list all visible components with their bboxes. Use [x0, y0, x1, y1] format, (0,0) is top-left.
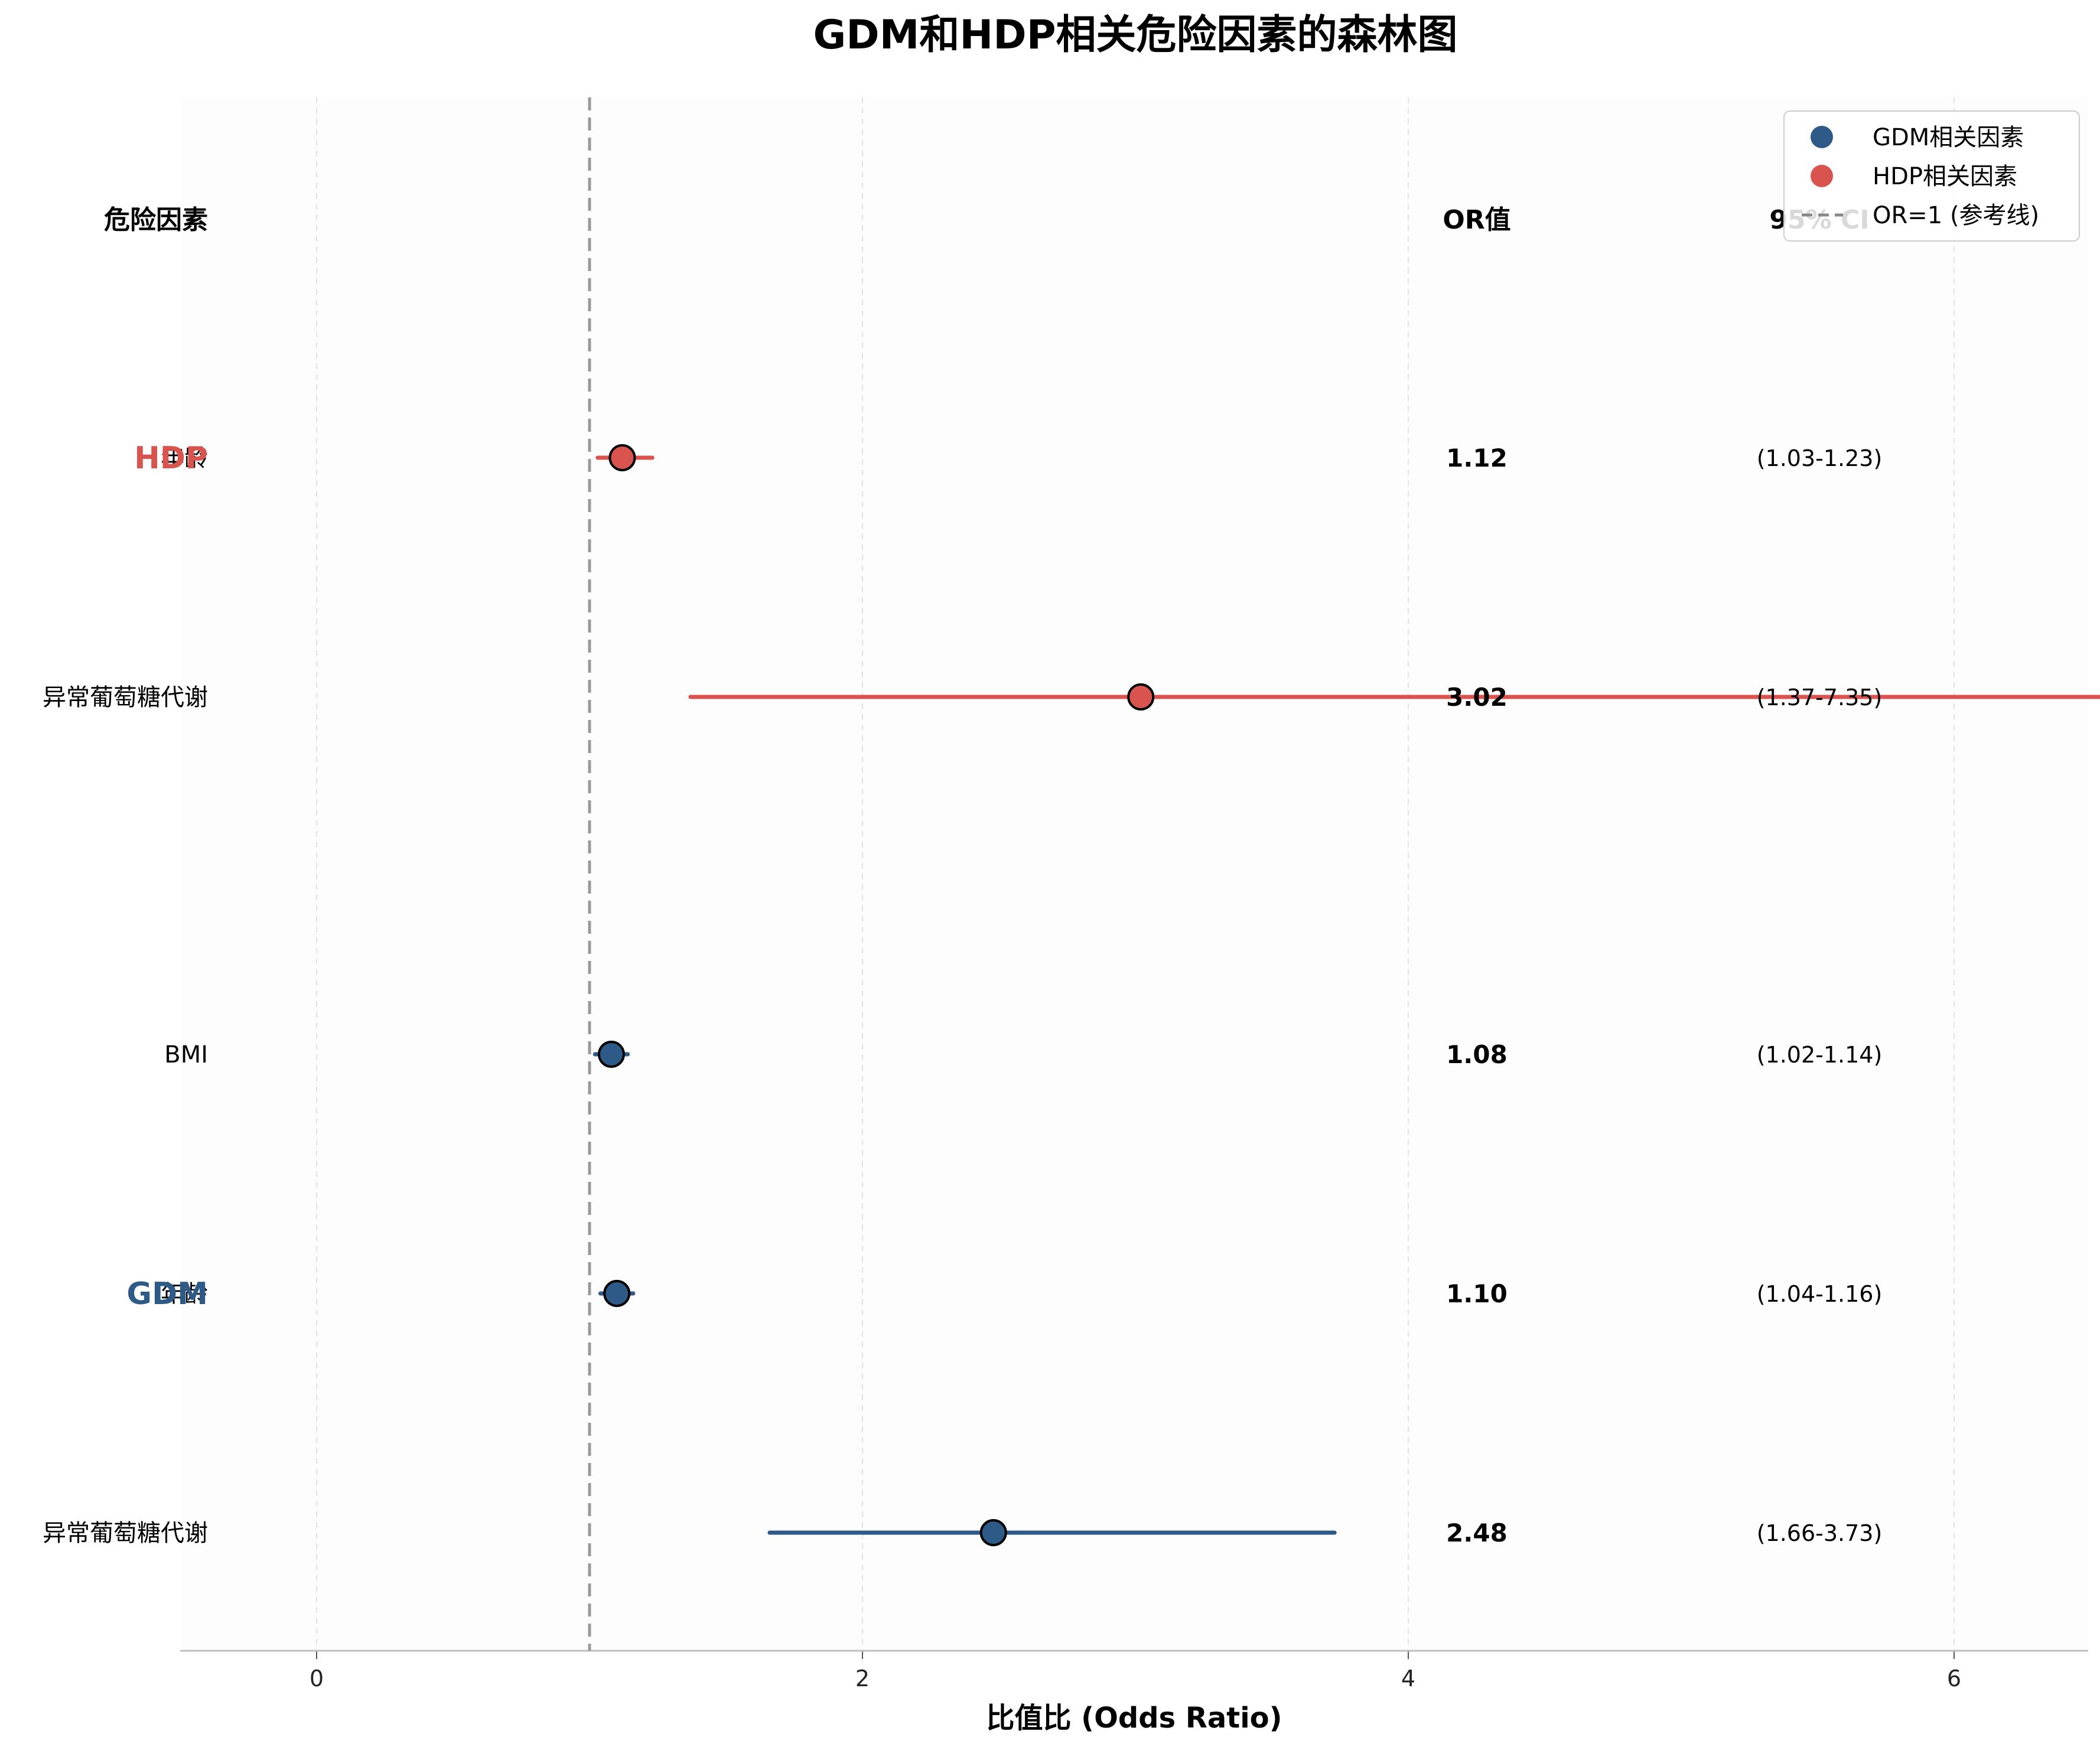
legend-label: OR=1 (参考线) [1873, 202, 2039, 229]
x-tick-label: 0 [310, 1666, 324, 1692]
plot-background [180, 97, 2088, 1651]
group-label: HDP [134, 441, 208, 476]
ci-value-label: (1.37-7.35) [1757, 685, 1883, 711]
x-tick-label: 2 [855, 1666, 870, 1692]
factor-label: 年龄 [161, 1280, 208, 1308]
or-point [597, 1041, 625, 1068]
or-value-label: 1.12 [1446, 444, 1508, 472]
factor-label: BMI [164, 1041, 208, 1068]
or-point [979, 1519, 1007, 1546]
group-label: GDM [126, 1276, 208, 1312]
or-point [1127, 683, 1155, 711]
ci-value-label: (1.03-1.23) [1757, 445, 1883, 471]
or-point [608, 444, 636, 471]
header-factor: 危险因素 [104, 205, 208, 235]
legend-marker [1811, 165, 1833, 187]
legend-label: HDP相关因素 [1873, 163, 2017, 190]
factor-label: 异常葡萄糖代谢 [43, 1520, 208, 1547]
x-tick-label: 4 [1401, 1666, 1415, 1692]
x-axis-label: 比值比 (Odds Ratio) [986, 1702, 1282, 1735]
or-value-label: 1.08 [1446, 1040, 1508, 1069]
or-value-label: 3.02 [1446, 683, 1508, 712]
factor-label: 异常葡萄糖代谢 [43, 684, 208, 711]
or-value-label: 2.48 [1446, 1518, 1508, 1547]
ci-value-label: (1.02-1.14) [1757, 1042, 1883, 1068]
header-or: OR值 [1443, 205, 1510, 235]
or-point [603, 1280, 631, 1307]
x-tick-label: 6 [1947, 1666, 1961, 1692]
legend-marker [1811, 126, 1833, 148]
ci-value-label: (1.04-1.16) [1757, 1281, 1883, 1307]
legend-box [1783, 110, 2080, 242]
chart-title: GDM和HDP相关危险因素的森林图 [813, 12, 1457, 58]
ci-value-label: (1.66-3.73) [1757, 1520, 1883, 1546]
legend-label: GDM相关因素 [1873, 124, 2024, 151]
factor-label: 年龄 [161, 445, 208, 472]
or-value-label: 1.10 [1446, 1279, 1508, 1308]
